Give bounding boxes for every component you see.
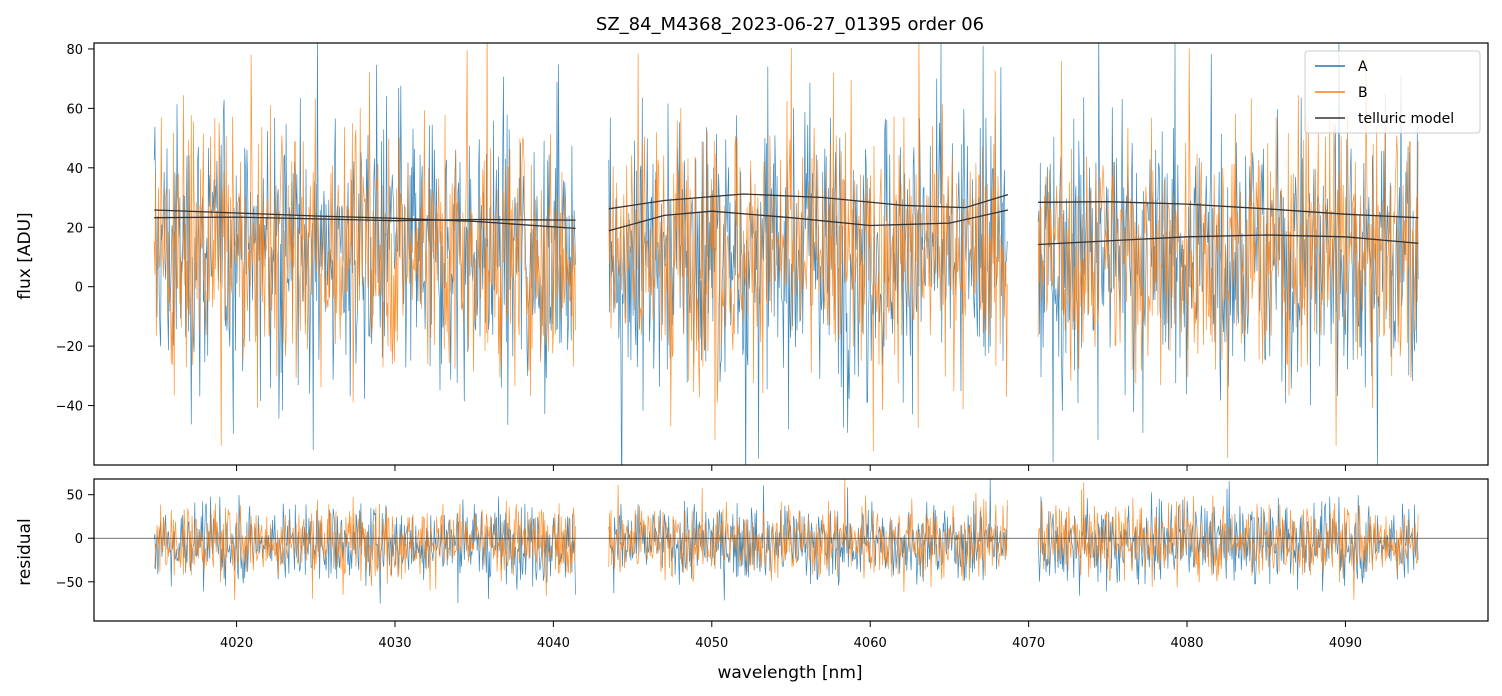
legend-label-telluric: telluric model	[1358, 111, 1454, 127]
flux-panel: −40 −20 0 20 40 60 80 flux [ADU] A B telluric …	[15, 42, 1489, 471]
flux-series-a	[153, 43, 1419, 465]
flux-y-tick-label: −40	[56, 400, 83, 415]
x-tick-label: 4020	[220, 636, 253, 651]
chart-title: SZ_84_M4368_2023-06-27_01395 order 06	[596, 14, 984, 35]
telluric-model-curve	[154, 209, 576, 230]
flux-plot-area	[153, 43, 1419, 465]
flux-x-ticks	[236, 465, 1346, 471]
residual-y-tick-label: −50	[56, 576, 83, 591]
x-tick-label: 4030	[378, 636, 411, 651]
flux-y-tick-label: 20	[66, 221, 83, 236]
legend-label-b: B	[1358, 85, 1368, 101]
x-tick-label: 4040	[537, 636, 570, 651]
x-tick-label: 4060	[854, 636, 887, 651]
flux-axes-frame	[93, 42, 1489, 466]
residual-plot-area	[94, 479, 1488, 604]
flux-y-tick-label: −20	[56, 340, 83, 355]
residual-y-tick-label: 0	[75, 532, 83, 547]
telluric-model-curve	[1038, 201, 1419, 219]
x-tick-label: 4050	[695, 636, 728, 651]
x-axis-label: wavelength [nm]	[717, 663, 862, 683]
x-tick-label: 4070	[1012, 636, 1045, 651]
flux-y-tick-label: 80	[66, 43, 83, 58]
telluric-model-curve	[1038, 234, 1419, 246]
legend-frame	[1304, 50, 1481, 134]
residual-y-axis-label: residual	[15, 518, 35, 585]
flux-y-tick-label: 0	[75, 281, 83, 296]
flux-y-ticks: −40 −20 0 20 40 60 80	[56, 43, 94, 415]
legend: A B telluric model	[1304, 50, 1481, 134]
residual-y-tick-label: 50	[66, 489, 83, 504]
flux-y-axis-label: flux [ADU]	[15, 212, 35, 299]
telluric-model-curve	[608, 193, 1009, 210]
flux-y-tick-label: 60	[66, 102, 83, 117]
flux-series-b	[153, 43, 1419, 458]
residual-series-b	[153, 479, 1419, 600]
telluric-model-curve	[608, 209, 1009, 232]
x-tick-label: 4090	[1329, 636, 1362, 651]
residual-axes-frame	[93, 478, 1489, 622]
x-tick-label: 4080	[1170, 636, 1203, 651]
flux-y-tick-label: 40	[66, 162, 83, 177]
residual-x-ticks: 4020 4030 4040 4050 4060 4070 4080 4090	[220, 621, 1362, 651]
legend-label-a: A	[1358, 59, 1368, 75]
residual-y-ticks: −50 0 50	[56, 489, 94, 591]
telluric-model-curve	[154, 216, 576, 222]
